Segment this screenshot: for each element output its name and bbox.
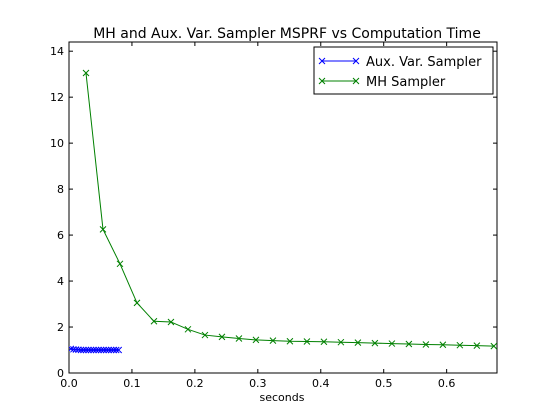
data-point-mh-sampler [235, 335, 243, 342]
data-point-mh-sampler [252, 336, 260, 344]
x-tick-label: 0.2 [186, 377, 204, 390]
data-point-mh-sampler [201, 331, 209, 339]
data-point-aux-var-sampler [95, 346, 102, 354]
legend-marker-mh-sampler [352, 77, 360, 85]
data-point-aux-var-sampler [105, 346, 113, 354]
data-point-aux-var-sampler [100, 346, 107, 354]
x-tick-label: 0.6 [438, 377, 456, 390]
data-point-mh-sampler [388, 340, 396, 347]
data-point-mh-sampler [133, 299, 141, 307]
legend-label-mh-sampler: MH Sampler [366, 75, 446, 90]
data-point-aux-var-sampler [97, 346, 105, 354]
data-point-mh-sampler [184, 325, 192, 333]
data-point-mh-sampler [371, 339, 379, 347]
data-point-mh-sampler [337, 338, 345, 346]
data-point-mh-sampler [82, 69, 90, 77]
chart-title: MH and Aux. Var. Sampler MSPRF vs Comput… [93, 26, 481, 42]
data-point-mh-sampler [473, 342, 481, 350]
x-tick-label: 0.1 [123, 377, 141, 390]
data-point-aux-var-sampler [85, 346, 92, 354]
x-tick-label: 0.4 [312, 377, 330, 390]
y-tick-label: 0 [57, 367, 64, 380]
y-tick-label: 14 [50, 45, 64, 58]
data-point-mh-sampler [303, 338, 311, 345]
data-point-mh-sampler [456, 341, 464, 349]
data-point-mh-sampler [405, 340, 413, 348]
data-point-aux-var-sampler [107, 346, 115, 354]
data-point-mh-sampler [99, 225, 107, 233]
y-tick-label: 8 [57, 183, 64, 196]
legend-marker-aux-var-sampler [352, 57, 360, 65]
plot-area: 0.0 0.1 0.2 0.3 0.4 0.5 0.6 0 2 4 6 8 10 12 14 [50, 41, 498, 390]
data-point-mh-sampler [439, 341, 447, 349]
legend: Aux. Var. Sampler MH Sampler [313, 46, 494, 95]
data-point-mh-sampler [286, 337, 294, 345]
data-point-aux-var-sampler [87, 346, 95, 354]
data-point-mh-sampler [490, 342, 497, 350]
data-point-mh-sampler [218, 333, 226, 341]
series-mh-sampler [82, 69, 497, 350]
data-point-aux-var-sampler [110, 346, 118, 354]
data-point-mh-sampler [354, 339, 362, 347]
data-point-aux-var-sampler [77, 346, 85, 354]
data-point-mh-sampler [150, 317, 158, 325]
data-point-mh-sampler [167, 318, 175, 326]
y-tick-label: 10 [50, 137, 64, 150]
legend-marker-mh-sampler [318, 77, 326, 85]
x-tick-label: 0.3 [249, 377, 267, 390]
data-point-aux-var-sampler [115, 346, 123, 354]
data-point-aux-var-sampler [112, 346, 120, 354]
data-point-aux-var-sampler [102, 346, 110, 354]
data-point-aux-var-sampler [80, 346, 87, 354]
data-point-mh-sampler [320, 338, 328, 346]
y-tick-label: 2 [57, 321, 64, 334]
x-axis-label: seconds [260, 391, 305, 404]
x-tick-label: 0.0 [60, 377, 78, 390]
series-aux-var-sampler [69, 345, 123, 354]
legend-marker-aux-var-sampler [318, 57, 326, 65]
data-point-mh-sampler [422, 341, 430, 348]
data-point-mh-sampler [116, 260, 124, 268]
data-point-aux-var-sampler [75, 346, 82, 354]
data-point-mh-sampler [269, 337, 277, 344]
data-point-aux-var-sampler [90, 346, 97, 354]
y-tick-label: 6 [57, 229, 64, 242]
x-tick-label: 0.5 [375, 377, 393, 390]
y-tick-label: 12 [50, 91, 64, 104]
legend-label-aux-var-sampler: Aux. Var. Sampler [366, 55, 482, 70]
legend-box [313, 46, 494, 95]
data-point-aux-var-sampler [82, 346, 90, 354]
y-tick-label: 4 [57, 275, 64, 288]
data-point-aux-var-sampler [92, 346, 100, 354]
plot-frame [68, 41, 498, 374]
